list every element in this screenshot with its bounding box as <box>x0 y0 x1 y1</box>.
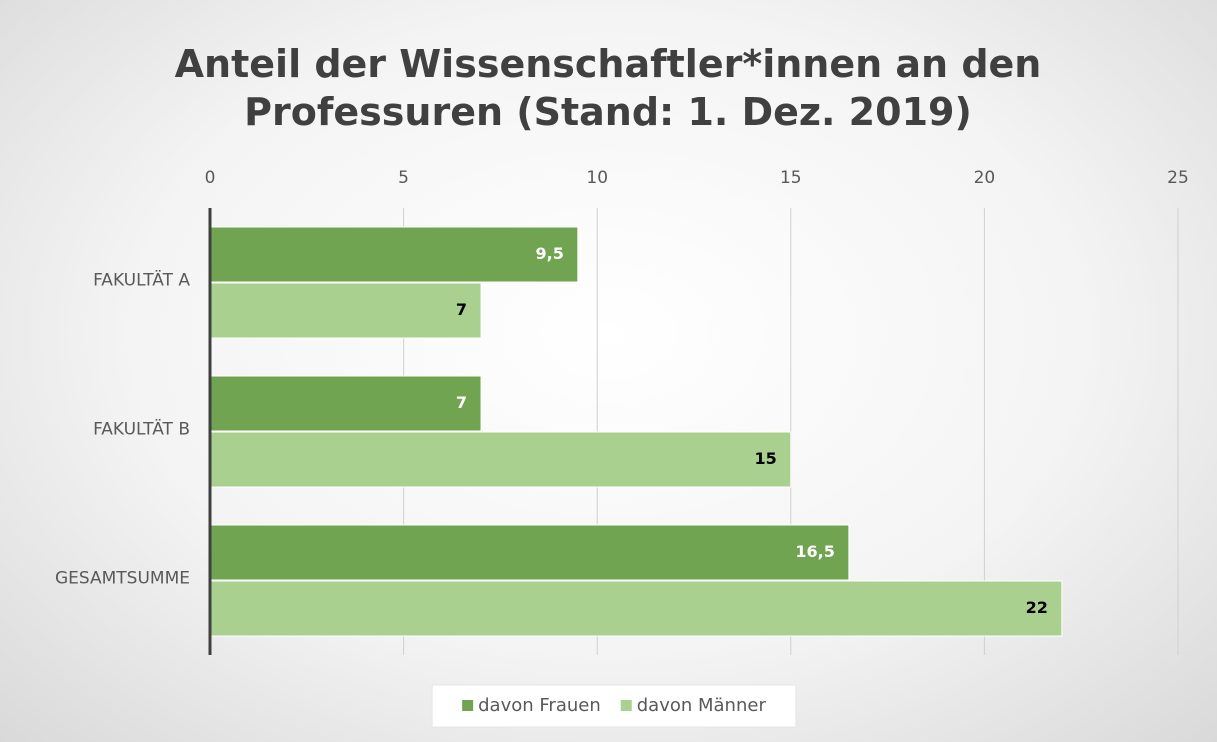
bar <box>209 282 482 339</box>
bar <box>209 226 579 283</box>
x-tick-label: 0 <box>205 168 216 188</box>
x-tick-label: 20 <box>974 168 996 188</box>
chart-title: Anteil der Wissenschaftler*innen an den … <box>174 42 1042 134</box>
y-tick-label: GESAMTSUMME <box>55 569 190 589</box>
data-label: 22 <box>1026 598 1048 617</box>
legend-marker <box>462 700 474 711</box>
data-label: 7 <box>456 300 467 319</box>
bar <box>209 431 792 488</box>
data-label: 9,5 <box>535 244 563 263</box>
x-tick-label: 5 <box>398 168 409 188</box>
legend-label: davon Frauen <box>478 695 601 716</box>
x-tick-label: 10 <box>586 168 608 188</box>
data-label: 16,5 <box>795 542 834 561</box>
bar <box>209 375 482 432</box>
y-tick-label: FAKULTÄT B <box>93 419 190 440</box>
data-label: 7 <box>456 393 467 412</box>
legend-marker <box>620 700 632 711</box>
bar <box>209 524 850 581</box>
legend-label: davon Männer <box>637 695 767 716</box>
bar <box>209 580 1063 637</box>
y-tick-label: FAKULTÄT A <box>93 270 190 291</box>
x-tick-label: 15 <box>780 168 802 188</box>
data-label: 15 <box>755 449 777 468</box>
x-tick-label: 25 <box>1167 168 1189 188</box>
legend-box <box>431 684 797 728</box>
